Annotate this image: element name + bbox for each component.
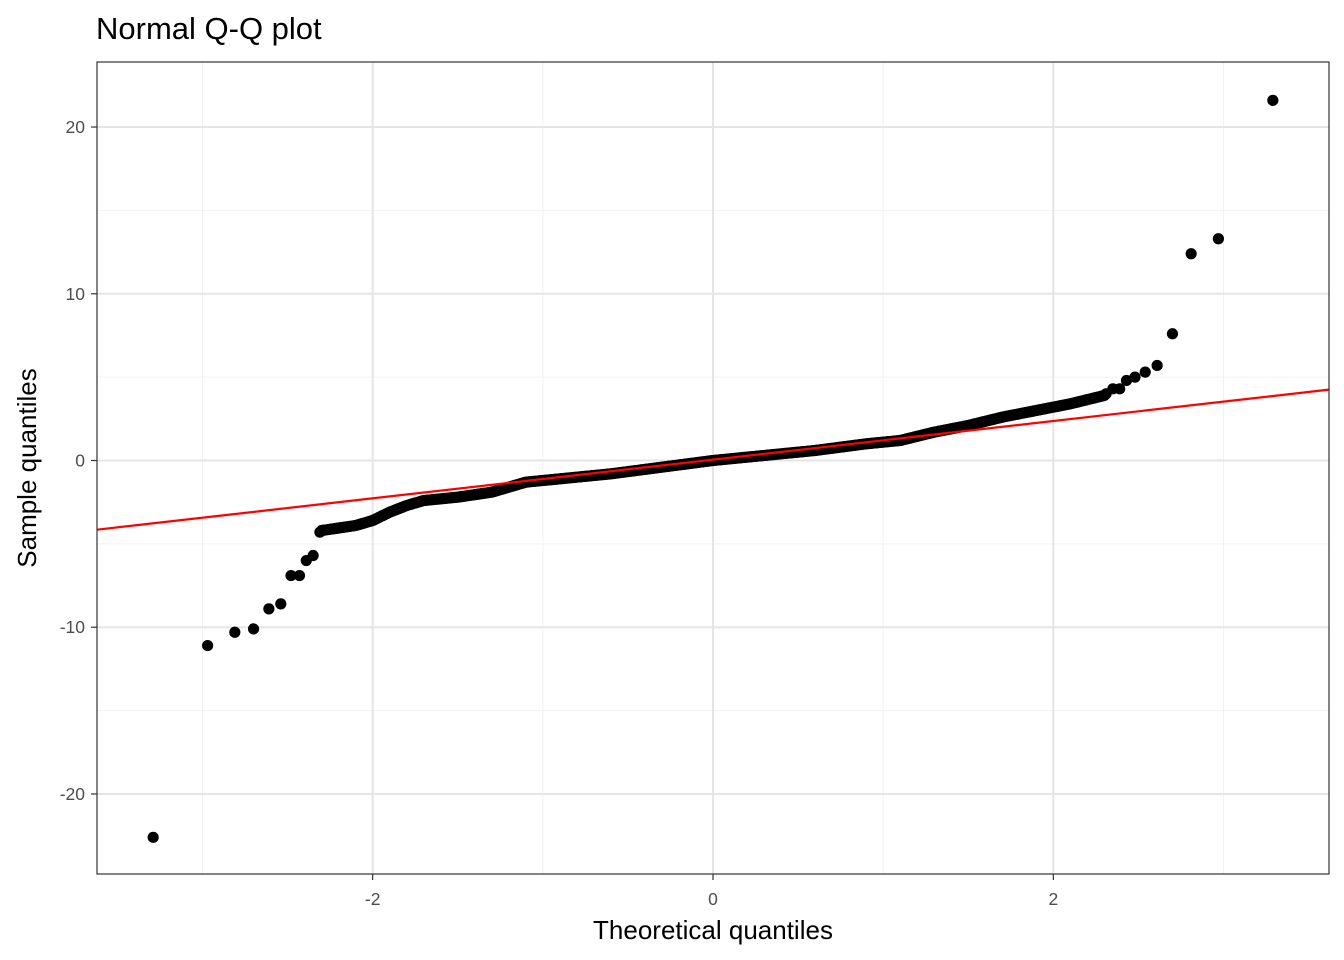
y-tick-label: -20 [60,784,86,804]
reference-line-group [97,388,1329,531]
sample-point [307,549,319,562]
sample-point [1212,233,1224,245]
y-tick-label: -10 [60,617,86,637]
x-axis-title: Theoretical quantiles [593,915,833,945]
sample-point [275,598,287,610]
sample-point [1120,374,1133,387]
y-tick-label: 20 [66,117,86,137]
sample-point [293,569,306,582]
sample-point [1267,94,1279,106]
x-tick-label: 2 [1048,889,1058,909]
y-tick-label: 0 [75,450,85,470]
reference-line [97,388,1329,531]
sample-point [229,626,241,638]
sample-point [285,569,297,582]
x-tick-label: -2 [365,889,381,909]
sample-point [202,639,214,652]
sample-point [1129,371,1141,383]
x-axis: -2 0 2 [365,874,1058,909]
x-tick-label: 0 [708,889,718,909]
sample-point [1098,389,1110,402]
y-axis: -20 -10 0 10 20 [60,117,97,804]
sample-point [147,831,159,843]
sample-point [1166,328,1179,340]
y-tick-label: 10 [66,284,86,304]
sample-point [1139,366,1151,378]
sample-point [1114,383,1126,395]
sample-point [263,603,275,615]
y-axis-title: Sample quantiles [12,368,42,567]
sample-point [1185,248,1197,260]
sample-point [1151,359,1163,372]
chart-title: Normal Q-Q plot [96,11,322,46]
sample-point [247,623,260,635]
